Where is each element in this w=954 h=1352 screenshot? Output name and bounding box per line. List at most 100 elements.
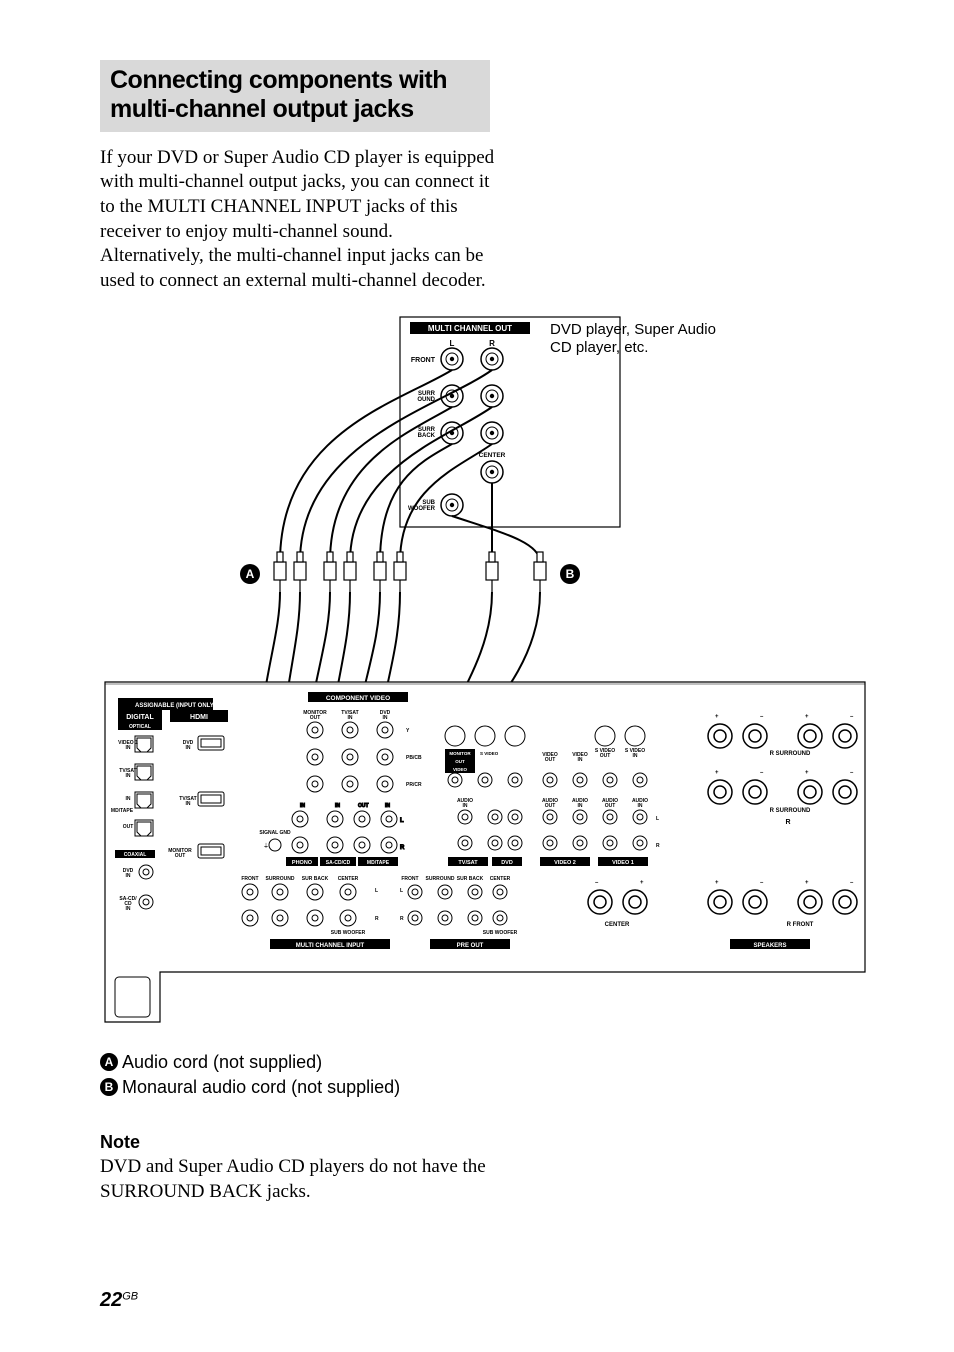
connection-diagram: MULTI CHANNEL OUT L R FRONT SURR OUND SU… — [100, 312, 870, 1032]
svg-text:SUB WOOFER: SUB WOOFER — [483, 930, 518, 936]
svg-text:DVD: DVD — [501, 860, 513, 866]
intro-paragraph: If your DVD or Super Audio CD player is … — [100, 146, 500, 294]
svg-text:PB/CB: PB/CB — [406, 755, 422, 761]
legend-badge-b: B — [100, 1078, 118, 1096]
svg-text:IN: IN — [578, 803, 583, 809]
plug-row — [274, 552, 546, 592]
svg-text:S VIDEO: S VIDEO — [480, 751, 499, 756]
mc-out-L: L — [450, 339, 455, 348]
svg-text:DIGITAL: DIGITAL — [126, 714, 154, 721]
svg-text:A: A — [246, 567, 255, 581]
svg-text:+: + — [715, 770, 719, 776]
svg-text:OUT: OUT — [358, 803, 369, 809]
svg-text:SURROUND: SURROUND — [266, 876, 295, 882]
svg-text:IN: IN — [126, 796, 131, 802]
svg-text:CENTER: CENTER — [605, 922, 630, 928]
legend-row-a: A Audio cord (not supplied) — [100, 1050, 874, 1075]
legend-row-b: B Monaural audio cord (not supplied) — [100, 1075, 874, 1100]
svg-text:IN: IN — [463, 803, 468, 809]
svg-text:IN: IN — [126, 773, 131, 779]
svg-text:MONITOR: MONITOR — [449, 751, 471, 756]
svg-text:OUT: OUT — [600, 753, 611, 759]
svg-text:IN: IN — [186, 801, 191, 807]
svg-text:VIDEO: VIDEO — [453, 767, 468, 772]
svg-text:OUT: OUT — [310, 715, 321, 721]
legend-badge-a: A — [100, 1053, 118, 1071]
svg-text:FRONT: FRONT — [401, 876, 418, 882]
svg-text:R: R — [656, 843, 660, 849]
section-heading: Connecting components with multi-channel… — [100, 60, 490, 132]
mc-out-R: R — [489, 339, 495, 348]
svg-text:IN: IN — [578, 757, 583, 763]
svg-text:+: + — [805, 880, 809, 886]
svg-text:IN: IN — [335, 803, 340, 809]
svg-text:SUR BACK: SUR BACK — [457, 876, 484, 882]
svg-text:SA-CD/CD: SA-CD/CD — [326, 860, 351, 866]
page: Connecting components with multi-channel… — [0, 0, 954, 1352]
svg-text:SIGNAL GND: SIGNAL GND — [259, 830, 291, 836]
svg-text:B: B — [566, 567, 575, 581]
svg-text:OPTICAL: OPTICAL — [129, 724, 151, 730]
svg-text:VIDEO 1: VIDEO 1 — [612, 860, 634, 866]
svg-text:OUT: OUT — [605, 803, 616, 809]
svg-text:VIDEO 2: VIDEO 2 — [554, 860, 576, 866]
svg-text:MD/TAPE: MD/TAPE — [367, 860, 390, 866]
svg-text:+: + — [640, 880, 644, 886]
svg-text:IN: IN — [186, 745, 191, 751]
svg-text:IN: IN — [126, 906, 131, 912]
page-number: 22GB — [100, 1289, 138, 1312]
svg-text:PR/CR: PR/CR — [406, 782, 422, 788]
svg-text:SUR BACK: SUR BACK — [302, 876, 329, 882]
svg-text:TV/SAT: TV/SAT — [458, 860, 478, 866]
marker-b: B — [560, 564, 580, 584]
svg-text:+: + — [805, 770, 809, 776]
svg-text:MULTI CHANNEL INPUT: MULTI CHANNEL INPUT — [296, 943, 365, 949]
svg-text:IN: IN — [638, 803, 643, 809]
svg-text:R: R — [400, 845, 405, 851]
page-number-num: 22 — [100, 1289, 122, 1311]
svg-text:MD/TAPE: MD/TAPE — [111, 808, 134, 814]
svg-text:R SURROUND: R SURROUND — [770, 808, 811, 814]
svg-text:FRONT: FRONT — [241, 876, 258, 882]
svg-text:+: + — [715, 714, 719, 720]
receiver-panel: ASSIGNABLE (INPUT ONLY) DIGITAL OPTICAL … — [105, 682, 865, 1022]
heading-line1: Connecting components with — [110, 66, 447, 94]
svg-text:ASSIGNABLE (INPUT ONLY): ASSIGNABLE (INPUT ONLY) — [135, 703, 216, 709]
svg-text:IN: IN — [383, 715, 388, 721]
svg-text:HDMI: HDMI — [190, 714, 208, 721]
diagram-svg: MULTI CHANNEL OUT L R FRONT SURR OUND SU… — [100, 312, 870, 1032]
heading-line2: multi-channel output jacks — [110, 95, 414, 123]
svg-text:OUT: OUT — [123, 824, 134, 830]
section-heading-text: Connecting components with multi-channel… — [110, 66, 480, 124]
note-body: DVD and Super Audio CD players do not ha… — [100, 1155, 520, 1204]
svg-text:L: L — [375, 888, 378, 894]
svg-text:BACK: BACK — [418, 433, 436, 439]
svg-text:IN: IN — [126, 745, 131, 751]
svg-text:CENTER: CENTER — [479, 452, 506, 459]
mc-out-title: MULTI CHANNEL OUT — [428, 324, 512, 333]
svg-text:IN: IN — [126, 873, 131, 879]
svg-text:PHONO: PHONO — [292, 860, 313, 866]
svg-text:IN: IN — [348, 715, 353, 721]
svg-text:R: R — [375, 916, 379, 922]
svg-text:L: L — [656, 816, 659, 822]
svg-text:IN: IN — [633, 753, 638, 759]
svg-text:OUT: OUT — [545, 757, 556, 763]
svg-text:COAXIAL: COAXIAL — [124, 852, 147, 858]
svg-text:R: R — [785, 819, 790, 826]
svg-text:OUT: OUT — [175, 853, 186, 859]
svg-text:L: L — [400, 888, 403, 894]
svg-text:COMPONENT VIDEO: COMPONENT VIDEO — [326, 695, 390, 702]
device-label-1: DVD player, Super Audio — [550, 321, 716, 338]
svg-text:+: + — [715, 880, 719, 886]
svg-text:+: + — [805, 714, 809, 720]
svg-text:OUT: OUT — [455, 759, 465, 764]
svg-text:IN: IN — [385, 803, 390, 809]
svg-text:CENTER: CENTER — [490, 876, 511, 882]
legend-text-a: Audio cord (not supplied) — [122, 1050, 322, 1075]
svg-text:FRONT: FRONT — [411, 357, 436, 364]
marker-a: A — [240, 564, 260, 584]
svg-text:L: L — [400, 818, 404, 824]
svg-text:SURROUND: SURROUND — [426, 876, 455, 882]
svg-text:R: R — [400, 916, 404, 922]
